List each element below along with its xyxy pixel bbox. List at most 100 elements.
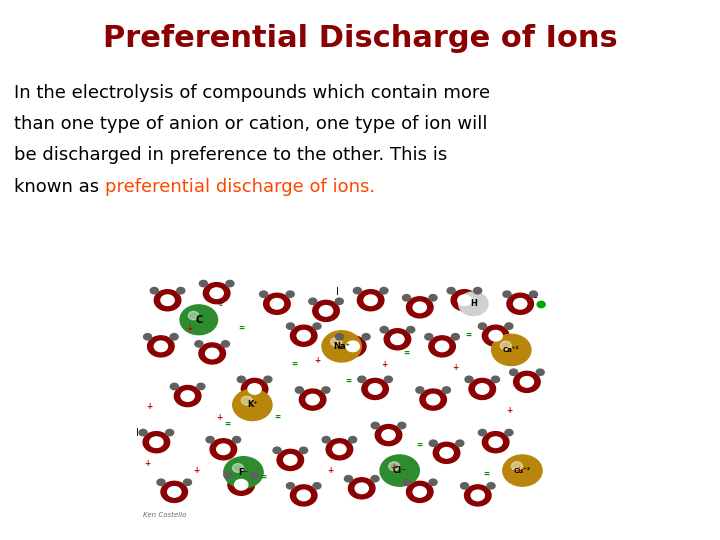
Text: than one type of anion or cation, one type of ion will: than one type of anion or cation, one ty… — [14, 115, 488, 133]
Circle shape — [235, 480, 248, 490]
Circle shape — [287, 483, 294, 489]
Circle shape — [503, 290, 538, 318]
Circle shape — [322, 387, 330, 393]
Circle shape — [478, 322, 513, 349]
Circle shape — [217, 444, 230, 455]
Circle shape — [181, 391, 194, 401]
Text: +: + — [194, 466, 199, 475]
Circle shape — [320, 306, 333, 316]
Circle shape — [402, 478, 437, 506]
Circle shape — [489, 330, 503, 341]
Circle shape — [166, 429, 174, 436]
Text: O: O — [444, 448, 450, 457]
Circle shape — [206, 435, 240, 463]
Circle shape — [474, 287, 482, 294]
Circle shape — [313, 323, 321, 329]
Circle shape — [197, 383, 205, 390]
Circle shape — [270, 299, 284, 309]
Text: C: C — [195, 315, 202, 325]
Circle shape — [362, 379, 388, 400]
Text: O: O — [336, 445, 343, 454]
Text: O: O — [158, 342, 164, 351]
Circle shape — [380, 327, 388, 333]
Text: O: O — [274, 299, 280, 308]
Circle shape — [413, 487, 426, 497]
Circle shape — [371, 421, 406, 449]
Circle shape — [286, 291, 294, 298]
Circle shape — [389, 462, 400, 470]
Text: I: I — [136, 428, 139, 438]
Circle shape — [354, 286, 388, 314]
Circle shape — [205, 348, 219, 359]
Circle shape — [300, 389, 326, 410]
Circle shape — [429, 294, 437, 301]
Text: +: + — [452, 363, 459, 372]
Text: =: = — [466, 331, 472, 340]
Circle shape — [273, 446, 307, 474]
Text: O: O — [220, 445, 227, 454]
Text: O: O — [461, 296, 468, 305]
Circle shape — [300, 447, 307, 454]
Text: O: O — [394, 335, 401, 344]
Circle shape — [346, 341, 359, 352]
Text: O: O — [184, 392, 191, 401]
Circle shape — [364, 295, 377, 306]
Circle shape — [170, 382, 205, 410]
Circle shape — [143, 334, 152, 340]
Circle shape — [260, 291, 268, 298]
Circle shape — [251, 472, 258, 478]
Circle shape — [295, 387, 303, 393]
Circle shape — [464, 485, 491, 506]
Circle shape — [521, 376, 534, 387]
Circle shape — [426, 394, 440, 405]
Circle shape — [402, 293, 437, 321]
Circle shape — [451, 334, 459, 340]
Circle shape — [469, 379, 495, 400]
Circle shape — [510, 368, 544, 396]
Circle shape — [224, 471, 258, 498]
Circle shape — [489, 437, 503, 448]
Text: O: O — [492, 438, 499, 447]
Circle shape — [238, 376, 246, 382]
Text: +: + — [506, 406, 512, 415]
Circle shape — [358, 376, 366, 382]
Circle shape — [284, 455, 297, 465]
Text: O: O — [416, 303, 423, 312]
Text: +: + — [381, 360, 387, 369]
Circle shape — [306, 394, 319, 405]
Text: O: O — [300, 331, 307, 340]
Circle shape — [407, 327, 415, 333]
Circle shape — [465, 375, 500, 403]
Circle shape — [210, 438, 237, 460]
Circle shape — [482, 325, 509, 346]
Text: O: O — [209, 349, 215, 358]
Circle shape — [369, 384, 382, 394]
Circle shape — [447, 287, 455, 294]
Circle shape — [447, 286, 482, 314]
Text: Ken Costello: Ken Costello — [143, 512, 186, 518]
Circle shape — [505, 323, 513, 329]
Circle shape — [384, 376, 392, 382]
Text: Preferential Discharge of Ions: Preferential Discharge of Ions — [103, 24, 617, 53]
Circle shape — [150, 286, 185, 314]
Circle shape — [415, 386, 451, 414]
Text: O: O — [310, 395, 316, 404]
Circle shape — [442, 387, 451, 393]
Circle shape — [322, 331, 361, 362]
Text: be discharged in preference to the other. This is: be discharged in preference to the other… — [14, 146, 448, 164]
Circle shape — [333, 444, 346, 455]
Circle shape — [500, 341, 511, 350]
Text: O: O — [430, 395, 436, 404]
Circle shape — [290, 325, 317, 346]
Text: O: O — [153, 438, 160, 447]
Text: O: O — [438, 342, 446, 351]
Text: =: = — [274, 413, 280, 422]
Text: O: O — [300, 491, 307, 500]
Circle shape — [537, 301, 545, 308]
Text: O: O — [349, 342, 356, 351]
Text: O: O — [171, 488, 178, 496]
Text: O: O — [367, 296, 374, 305]
Circle shape — [429, 440, 437, 447]
Circle shape — [203, 282, 230, 303]
Text: O: O — [251, 384, 258, 394]
